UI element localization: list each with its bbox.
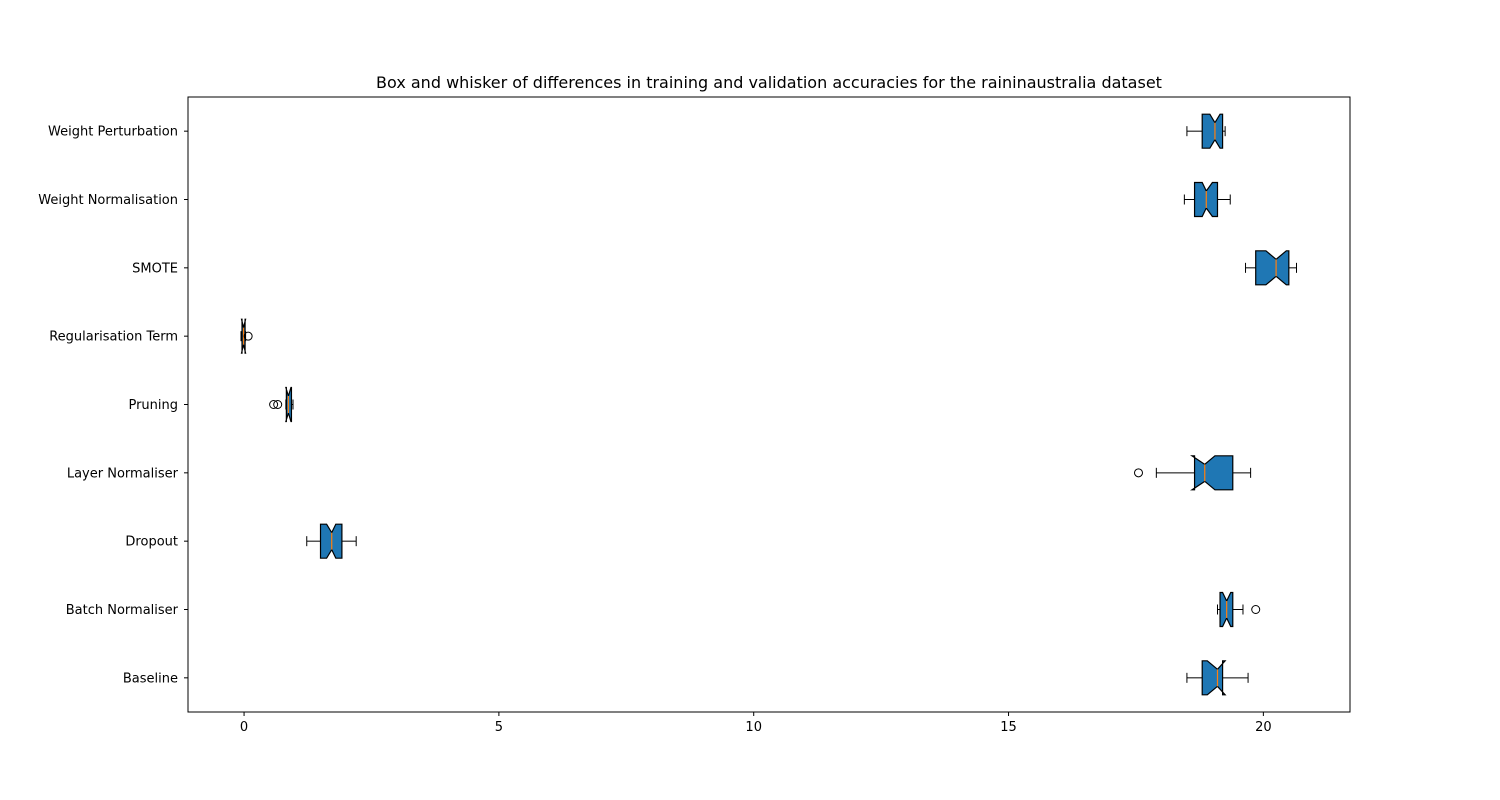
- flier-point: [1133, 468, 1143, 478]
- y-tick-label: Pruning: [128, 398, 178, 413]
- box: [1190, 455, 1234, 491]
- y-tick-label: SMOTE: [132, 261, 178, 276]
- y-tick-label: Dropout: [125, 535, 178, 550]
- box-group-dropout: [306, 523, 357, 559]
- box-group-batch-normaliser: [1216, 591, 1261, 628]
- y-tick-label: Regularisation Term: [49, 330, 178, 345]
- x-tick-label: 0: [240, 720, 248, 735]
- x-tick-label: 5: [495, 720, 503, 735]
- box: [1255, 250, 1290, 286]
- flier-point: [1251, 605, 1261, 614]
- box-group-baseline: [1186, 660, 1249, 696]
- flier-point: [243, 331, 253, 341]
- flier-point: [273, 400, 283, 409]
- y-tick-label: Batch Normaliser: [66, 603, 179, 618]
- ticks-layer: Baseline Batch Normaliser Dropout Layer Nor…: [38, 125, 1271, 735]
- x-tick-label: 20: [1255, 720, 1272, 735]
- flier-point: [269, 400, 279, 409]
- y-tick-label: Baseline: [123, 671, 178, 686]
- box: [1201, 113, 1224, 149]
- y-tick-label: Layer Normaliser: [67, 466, 179, 481]
- y-tick-label: Weight Normalisation: [38, 193, 178, 208]
- boxes-layer: [240, 113, 1297, 696]
- box-group-smote: [1245, 250, 1297, 286]
- y-tick-label: Weight Perturbation: [48, 125, 178, 140]
- box-group-regularisation-term: [240, 318, 253, 354]
- plot-frame: [187, 96, 1351, 713]
- x-tick-label: 10: [745, 720, 762, 735]
- box: [1201, 660, 1227, 696]
- box-group-weight-perturbation: [1186, 113, 1226, 149]
- x-tick-label: 15: [1000, 720, 1017, 735]
- box-group-layer-normaliser: [1133, 455, 1252, 491]
- chart-title: Box and whisker of differences in traini…: [376, 73, 1162, 92]
- box-group-pruning: [269, 386, 294, 423]
- box-group-weight-normalisation: [1183, 181, 1231, 218]
